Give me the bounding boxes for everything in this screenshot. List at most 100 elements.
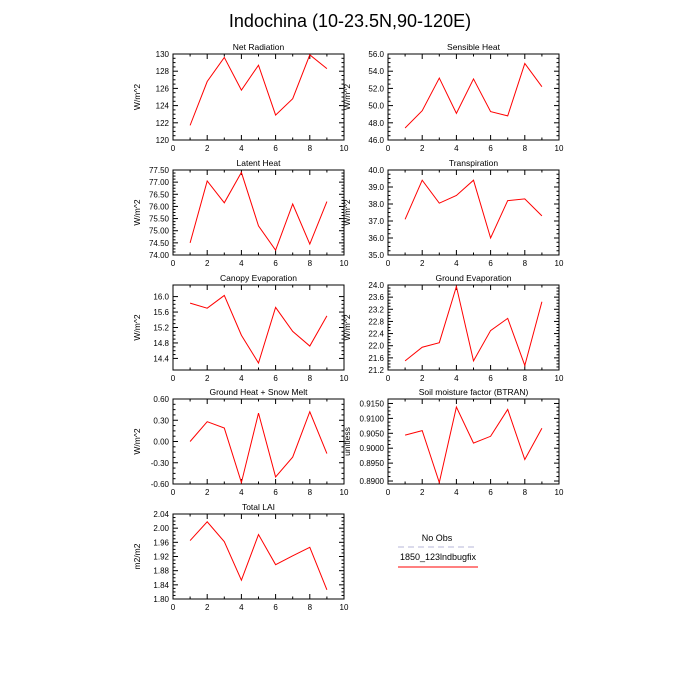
x-tick-label: 4 [454,488,459,497]
x-tick-label: 4 [454,144,459,153]
y-tick-label: 22.0 [368,342,384,351]
y-tick-label: 21.6 [368,354,384,363]
y-tick-label: 16.0 [153,293,169,302]
y-tick-label: 76.50 [149,190,170,199]
y-tick-label: 128 [156,67,170,76]
x-tick-label: 2 [205,144,210,153]
series-line [404,405,543,485]
x-tick-label: 10 [340,374,349,383]
panel-5: Canopy Evaporation 0 2 4 6 8 10 14.4 14.8 15.2 15.… [132,273,349,383]
plot-frame [172,284,345,371]
panel-1: Net Radiation 0 2 4 6 8 10 120 122 124 126 128 130 W/… [132,42,349,153]
y-tick-label: 0.30 [153,416,169,425]
panel-title: Latent Heat [237,158,282,168]
y-tick-label: 0.00 [153,438,169,447]
x-tick-label: 0 [171,259,176,268]
series-line [189,410,328,485]
y-tick-label: 22.8 [368,317,384,326]
y-tick-label: 0.9000 [360,444,385,453]
legend-label-no-obs: No Obs [422,533,453,543]
x-tick-label: 6 [273,259,278,268]
y-tick-label: 23.2 [368,305,384,314]
panel-title: Canopy Evaporation [220,273,297,283]
y-tick-label: 15.6 [153,308,169,317]
y-tick-label: 14.4 [153,354,169,363]
y-tick-label: 75.00 [149,227,170,236]
y-tick-label: 15.2 [153,324,169,333]
x-tick-label: 6 [488,259,493,268]
x-tick-label: 8 [308,488,313,497]
y-tick-label: 0.8900 [360,477,385,486]
y-tick-label: 14.8 [153,339,169,348]
panel-4: Transpiration 0 2 4 6 8 10 35.0 36.0 37.0 38.0 39.0… [342,158,564,268]
y-tick-label: 77.50 [149,166,170,175]
y-tick-label: 35.0 [368,251,384,260]
x-tick-label: 4 [239,144,244,153]
x-tick-label: 6 [488,374,493,383]
x-tick-label: 2 [420,144,425,153]
x-tick-label: 4 [239,488,244,497]
y-tick-label: 74.00 [149,251,170,260]
x-tick-label: 2 [205,603,210,612]
y-tick-label: 2.00 [153,524,169,533]
y-axis-label: m2/m2 [132,543,142,569]
panel-title: Transpiration [449,158,499,168]
x-tick-label: 8 [523,259,528,268]
series-line [404,284,543,368]
x-tick-label: 0 [386,374,391,383]
series-line [189,294,328,365]
y-tick-label: 77.00 [149,178,170,187]
x-tick-label: 4 [454,259,459,268]
plot-frame [387,169,560,256]
legend-label-model: 1850_123lndbugfix [400,552,477,562]
plot-frame [172,398,345,485]
y-tick-label: 1.92 [153,553,169,562]
legend: No Obs 1850_123lndbugfix [398,533,478,568]
y-axis-label: W/m^2 [132,84,142,110]
x-tick-label: 0 [171,144,176,153]
plot-frame [172,53,345,141]
plot-frame [172,513,345,600]
y-tick-label: 37.0 [368,217,384,226]
x-tick-label: 2 [420,374,425,383]
x-tick-label: 10 [555,144,564,153]
y-tick-label: 0.60 [153,395,169,404]
y-tick-label: 1.80 [153,595,169,604]
series-line [404,179,543,240]
panel-7: Ground Heat + Snow Melt 0 2 4 6 8 10 -0.60 -0.30… [132,387,349,497]
panels-group: Net Radiation 0 2 4 6 8 10 120 122 124 126 128 130 W/… [132,42,564,612]
y-axis-label: unitless [342,427,352,456]
y-tick-label: 50.0 [368,102,384,111]
y-tick-label: 1.84 [153,581,169,590]
panel-title: Net Radiation [233,42,285,52]
series-line [189,521,328,590]
x-tick-label: 2 [420,488,425,497]
y-tick-label: 0.8950 [360,459,385,468]
x-tick-label: 6 [488,488,493,497]
x-tick-label: 4 [454,374,459,383]
panel-title: Total LAI [242,502,275,512]
y-tick-label: 23.6 [368,293,384,302]
series-line [404,62,543,129]
y-tick-label: 21.2 [368,366,384,375]
x-tick-label: 8 [523,144,528,153]
x-tick-label: 0 [171,603,176,612]
y-tick-label: -0.30 [151,459,170,468]
x-tick-label: 8 [523,488,528,497]
panel-2: Sensible Heat 0 2 4 6 8 10 46.0 48.0 50.0 52.0 54.0… [342,42,564,153]
y-tick-label: 0.9050 [360,429,385,438]
y-tick-label: 74.50 [149,239,170,248]
x-tick-label: 2 [420,259,425,268]
y-tick-label: 76.00 [149,202,170,211]
x-tick-label: 4 [239,603,244,612]
y-tick-label: 124 [156,102,170,111]
x-tick-label: 0 [171,374,176,383]
y-tick-label: 2.04 [153,510,169,519]
y-tick-label: 120 [156,136,170,145]
panel-title: Soil moisture factor (BTRAN) [419,387,529,397]
panel-6: Ground Evaporation 0 2 4 6 8 10 21.2 21.6 22.0 22.… [342,273,564,383]
y-tick-label: 126 [156,84,170,93]
y-tick-label: 54.0 [368,67,384,76]
x-tick-label: 10 [555,488,564,497]
